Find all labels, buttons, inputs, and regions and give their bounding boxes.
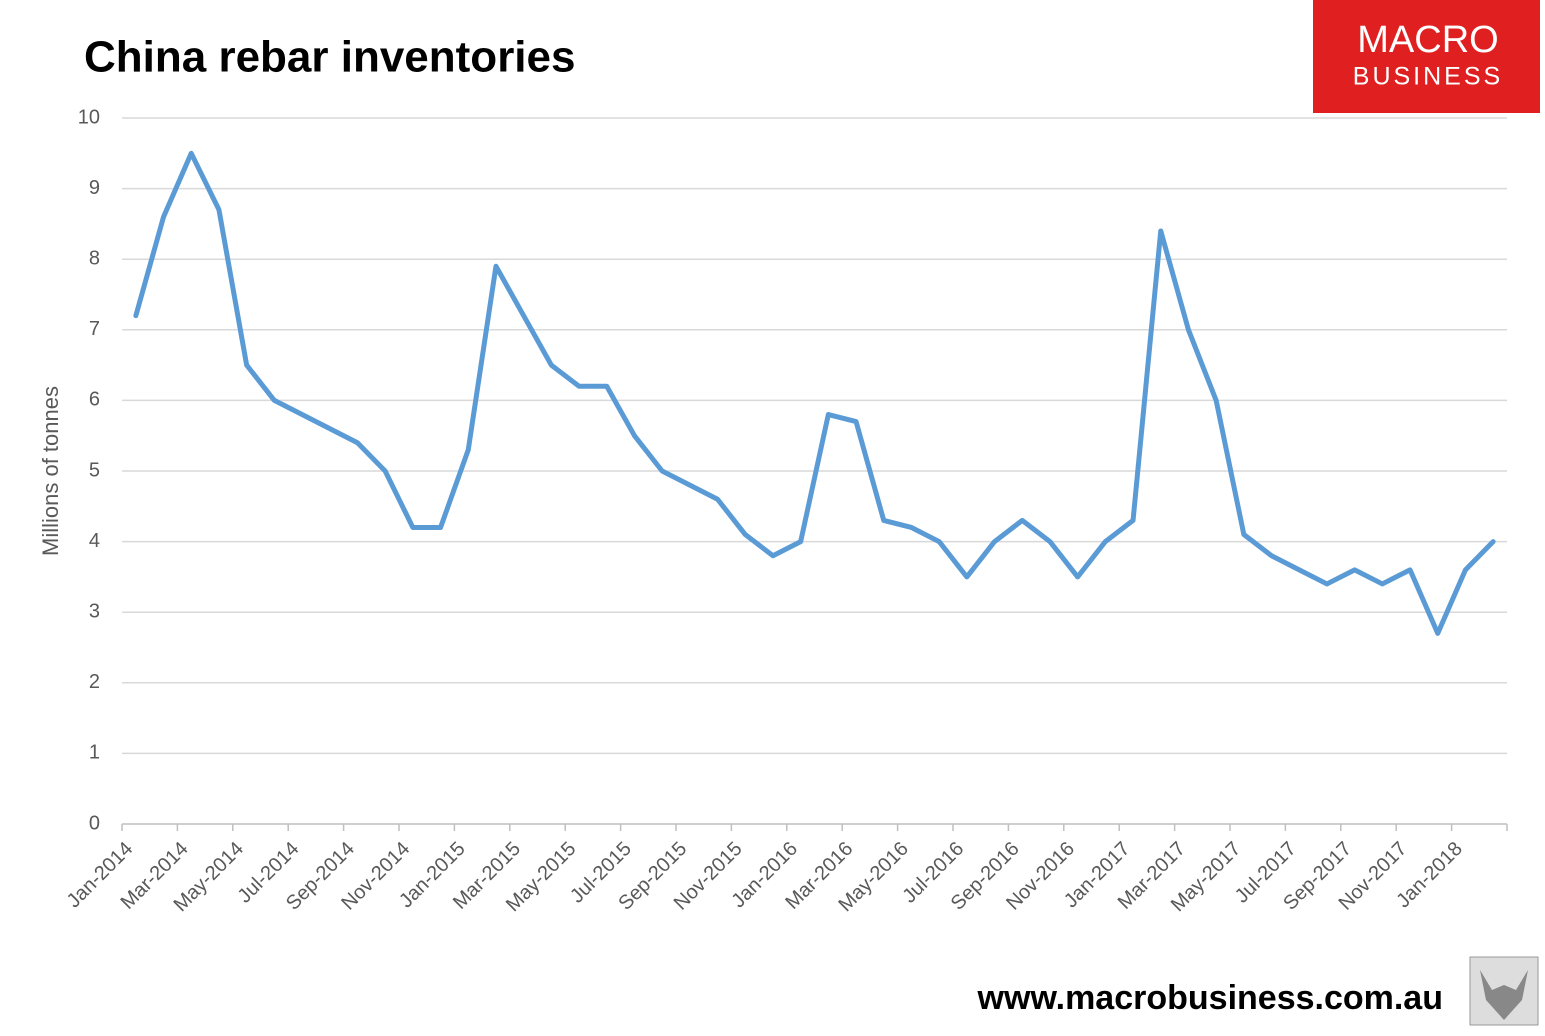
y-tick-label: 6 [89,389,100,411]
y-tick-label: 7 [89,318,100,340]
y-tick-label: 3 [89,600,100,622]
y-tick-label: 0 [89,812,100,834]
y-tick-label: 5 [89,459,100,481]
logo-text: BUSINESS [1353,63,1503,91]
chart-title: China rebar inventories [84,33,575,82]
footer-url: www.macrobusiness.com.au [977,979,1443,1017]
y-tick-label: 8 [89,247,100,269]
logo-text: MACRO [1357,19,1498,61]
data-line [133,150,1496,636]
y-tick-label: 2 [89,671,100,693]
logo-box [1313,0,1540,113]
y-tick-label: 10 [78,106,100,128]
y-tick-label: 1 [89,742,100,764]
y-tick-label: 9 [89,177,100,199]
y-tick-label: 4 [89,530,100,552]
wolf-icon-shape [1480,970,1528,1020]
y-axis-label: Millions of tonnes [38,386,63,556]
